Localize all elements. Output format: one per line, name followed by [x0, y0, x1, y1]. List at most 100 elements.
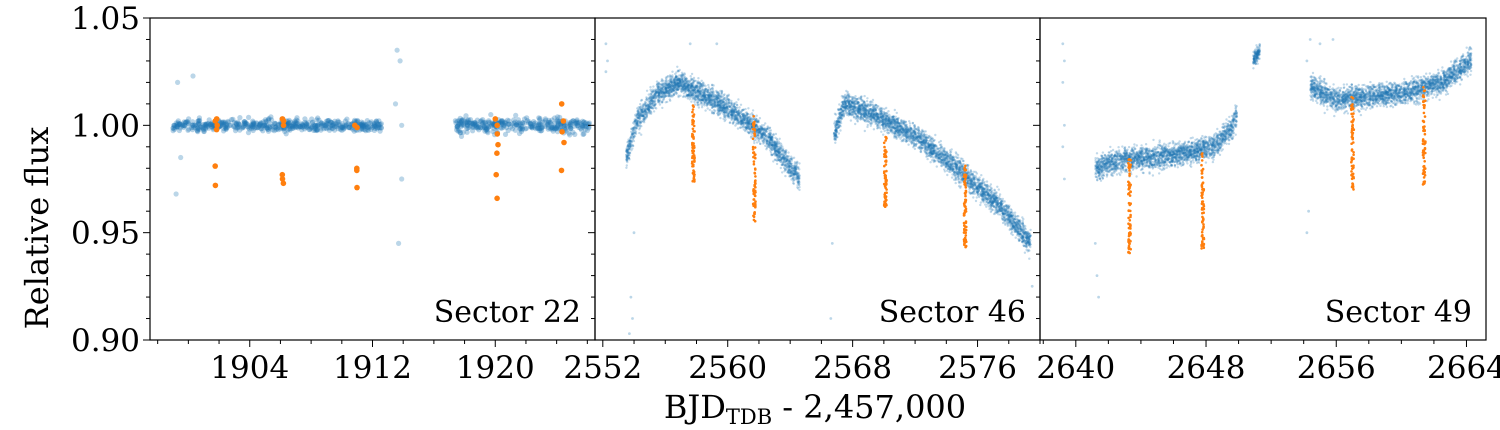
flux-point — [653, 104, 656, 108]
flux-point — [632, 134, 635, 137]
flux-point — [779, 159, 783, 162]
flux-point — [519, 124, 525, 130]
flux-point — [170, 125, 176, 131]
flux-point — [223, 125, 229, 131]
outlier-point — [394, 47, 400, 53]
flux-point — [196, 121, 202, 127]
flux-point — [687, 89, 690, 92]
flux-point — [680, 73, 683, 77]
flux-point — [208, 121, 214, 127]
flux-point — [671, 82, 674, 85]
flux-point — [773, 149, 777, 152]
flux-point — [537, 125, 543, 132]
flux-point — [657, 82, 660, 85]
flux-point — [372, 123, 378, 129]
flux-point — [746, 128, 749, 131]
flux-point — [768, 132, 771, 135]
flux-point — [292, 123, 298, 129]
flux-point — [777, 158, 780, 161]
flux-point — [338, 125, 344, 131]
flux-point — [182, 123, 188, 129]
flux-point — [746, 118, 749, 121]
flux-point — [299, 124, 305, 130]
flux-point — [295, 118, 301, 124]
flux-point — [728, 98, 731, 102]
flux-point — [485, 130, 491, 136]
flux-point — [552, 126, 558, 132]
flux-point — [787, 151, 790, 154]
flux-point — [171, 122, 177, 128]
flux-point — [642, 110, 645, 114]
flux-point — [645, 89, 649, 93]
flux-point — [458, 124, 464, 130]
flux-point — [287, 123, 294, 129]
flux-point — [287, 127, 293, 133]
flux-point — [203, 122, 209, 128]
flux-point — [635, 114, 639, 117]
flux-point — [366, 125, 372, 131]
flux-point — [702, 91, 706, 95]
flux-point — [482, 121, 489, 127]
flux-point — [715, 89, 718, 93]
flux-point — [313, 123, 319, 129]
flux-point — [710, 98, 713, 101]
flux-point — [690, 93, 693, 97]
flux-point — [653, 94, 656, 98]
flux-point — [775, 137, 778, 140]
flux-point — [266, 124, 273, 130]
flux-point — [665, 89, 668, 92]
flux-point — [762, 140, 765, 143]
flux-point — [749, 113, 752, 116]
flux-point — [797, 183, 801, 186]
flux-point — [646, 106, 649, 109]
flux-point — [193, 123, 199, 129]
flux-point — [676, 82, 680, 85]
flux-point — [374, 124, 380, 131]
flux-point — [788, 175, 791, 178]
flux-point — [747, 123, 750, 126]
flux-point — [769, 132, 772, 136]
flux-point — [515, 117, 522, 123]
transit-point — [558, 167, 565, 174]
flux-point — [738, 106, 741, 109]
flux-point — [704, 100, 708, 103]
flux-point — [707, 86, 710, 89]
flux-point — [744, 125, 747, 129]
flux-point — [245, 125, 251, 131]
flux-point — [359, 125, 365, 131]
flux-point — [761, 127, 764, 130]
flux-point — [762, 136, 765, 140]
flux-point — [172, 123, 178, 129]
flux-point — [663, 85, 666, 89]
flux-point — [652, 89, 656, 92]
flux-point — [643, 112, 646, 116]
flux-point — [689, 89, 692, 93]
flux-point — [542, 116, 549, 122]
flux-point — [368, 119, 374, 125]
flux-point — [376, 125, 383, 131]
flux-point — [698, 89, 701, 93]
flux-point — [519, 127, 525, 133]
flux-point — [633, 120, 636, 123]
flux-point — [536, 127, 543, 133]
flux-point — [780, 143, 783, 146]
flux-point — [684, 81, 688, 85]
flux-point — [454, 118, 460, 124]
flux-point — [674, 91, 677, 94]
flux-point — [733, 114, 737, 117]
flux-point — [460, 116, 466, 122]
flux-point — [373, 118, 379, 124]
flux-point — [661, 91, 664, 95]
flux-point — [341, 123, 348, 129]
flux-point — [223, 125, 229, 131]
flux-point — [249, 121, 255, 127]
flux-point — [231, 119, 237, 125]
flux-point — [766, 140, 769, 143]
flux-point — [773, 140, 777, 143]
flux-point — [490, 128, 496, 134]
flux-point — [667, 94, 670, 97]
flux-point — [706, 90, 709, 94]
flux-point — [375, 124, 382, 130]
flux-point — [732, 121, 735, 124]
flux-point — [558, 124, 564, 130]
